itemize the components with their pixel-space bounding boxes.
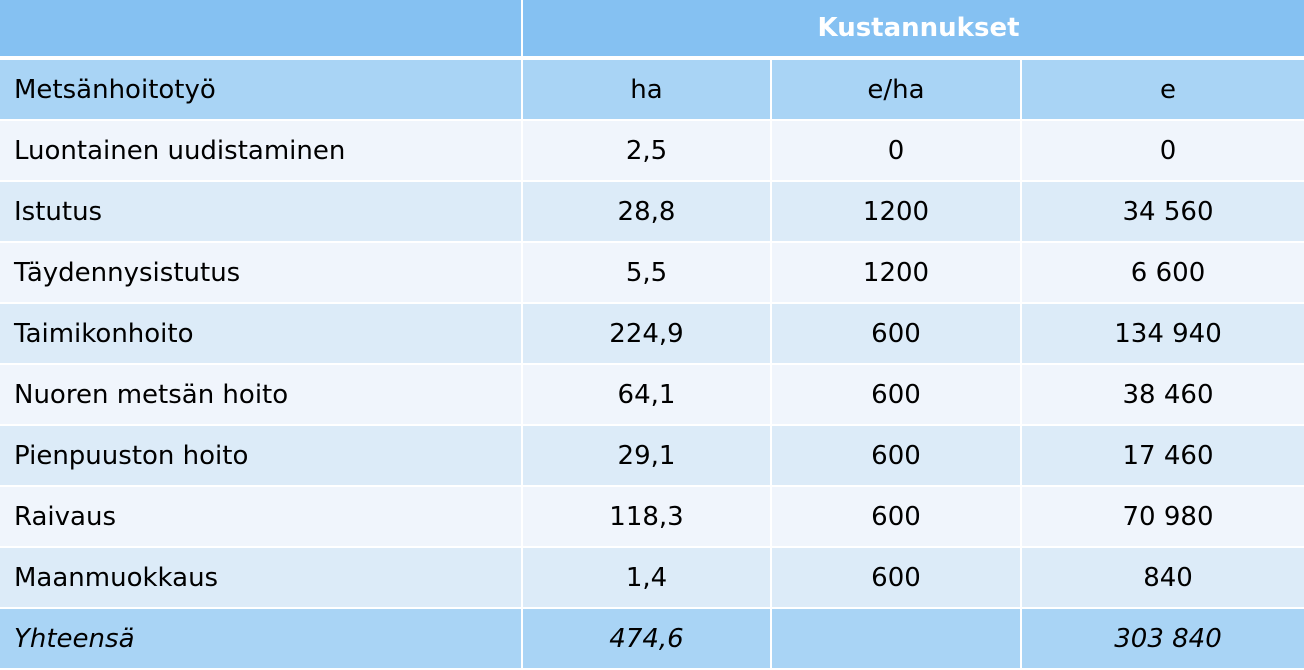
cell: 6 600: [1022, 243, 1304, 304]
data-row: Istutus 28,8 1200 34 560: [0, 182, 1304, 243]
cell: 600: [772, 487, 1020, 548]
cell: 600: [772, 426, 1020, 487]
row-label: Maanmuokkaus: [0, 548, 521, 609]
total-e: 303 840: [1022, 609, 1304, 668]
row-label: Nuoren metsän hoito: [0, 365, 521, 426]
cell: 224,9: [523, 304, 770, 365]
column-header: Metsänhoitotyö: [0, 60, 521, 121]
cell: 38 460: [1022, 365, 1304, 426]
data-row: Taimikonhoito 224,9 600 134 940: [0, 304, 1304, 365]
group-header-row: Kustannukset: [0, 0, 1304, 60]
column-header: ha: [523, 60, 770, 121]
cell: 2,5: [523, 121, 770, 182]
cell: 1200: [772, 182, 1020, 243]
data-row: Nuoren metsän hoito 64,1 600 38 460: [0, 365, 1304, 426]
cell: 118,3: [523, 487, 770, 548]
cell: 29,1: [523, 426, 770, 487]
data-row: Täydennysistutus 5,5 1200 6 600: [0, 243, 1304, 304]
empty-cell: [0, 0, 521, 60]
data-row: Pienpuuston hoito 29,1 600 17 460: [0, 426, 1304, 487]
column-header: e/ha: [772, 60, 1020, 121]
cell: 600: [772, 304, 1020, 365]
cell: 17 460: [1022, 426, 1304, 487]
column-header: e: [1022, 60, 1304, 121]
column-header-row: Metsänhoitotyö ha e/ha e: [0, 60, 1304, 121]
data-row: Maanmuokkaus 1,4 600 840: [0, 548, 1304, 609]
row-label: Luontainen uudistaminen: [0, 121, 521, 182]
row-label: Istutus: [0, 182, 521, 243]
row-label: Pienpuuston hoito: [0, 426, 521, 487]
cell: 134 940: [1022, 304, 1304, 365]
cell: 600: [772, 365, 1020, 426]
total-row: Yhteensä 474,6 303 840: [0, 609, 1304, 668]
data-row: Raivaus 118,3 600 70 980: [0, 487, 1304, 548]
cell: 28,8: [523, 182, 770, 243]
cell: 5,5: [523, 243, 770, 304]
row-label: Täydennysistutus: [0, 243, 521, 304]
cell: 1,4: [523, 548, 770, 609]
cell: 34 560: [1022, 182, 1304, 243]
cell: 0: [1022, 121, 1304, 182]
group-header: Kustannukset: [523, 0, 1304, 60]
cell: 840: [1022, 548, 1304, 609]
row-label: Taimikonhoito: [0, 304, 521, 365]
cell: 70 980: [1022, 487, 1304, 548]
data-row: Luontainen uudistaminen 2,5 0 0: [0, 121, 1304, 182]
cell: 1200: [772, 243, 1020, 304]
cell: 0: [772, 121, 1020, 182]
total-label: Yhteensä: [0, 609, 521, 668]
cell: 600: [772, 548, 1020, 609]
empty-cell: [772, 609, 1020, 668]
row-label: Raivaus: [0, 487, 521, 548]
cell: 64,1: [523, 365, 770, 426]
total-ha: 474,6: [523, 609, 770, 668]
